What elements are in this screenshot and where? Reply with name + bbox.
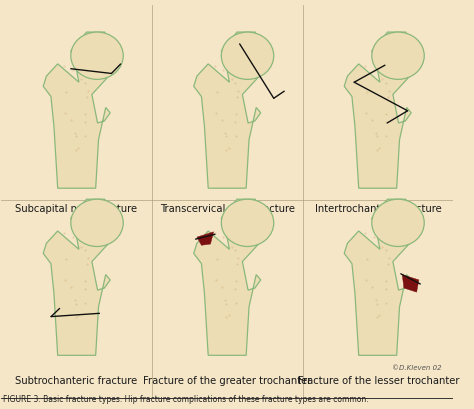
PathPatch shape: [344, 199, 411, 355]
PathPatch shape: [344, 32, 411, 188]
PathPatch shape: [43, 199, 110, 355]
Circle shape: [71, 199, 123, 247]
Polygon shape: [197, 232, 214, 245]
Text: FIGURE 3. Basic fracture types. Hip fracture complications of these fracture typ: FIGURE 3. Basic fracture types. Hip frac…: [3, 395, 369, 404]
Circle shape: [372, 32, 424, 79]
Circle shape: [221, 32, 274, 79]
PathPatch shape: [194, 32, 261, 188]
Text: Fracture of the lesser trochanter: Fracture of the lesser trochanter: [298, 375, 459, 386]
Text: Subcapital neck fracture: Subcapital neck fracture: [15, 204, 137, 214]
Circle shape: [71, 32, 123, 79]
Circle shape: [221, 199, 274, 247]
Text: Transcervical neck fracture: Transcervical neck fracture: [160, 204, 295, 214]
PathPatch shape: [43, 32, 110, 188]
PathPatch shape: [194, 199, 261, 355]
Text: Fracture of the greater trochanter: Fracture of the greater trochanter: [143, 375, 311, 386]
Polygon shape: [402, 274, 419, 292]
Text: Intertrochanteric fracture: Intertrochanteric fracture: [315, 204, 442, 214]
Text: Subtrochanteric fracture: Subtrochanteric fracture: [15, 375, 137, 386]
Circle shape: [372, 199, 424, 247]
Text: ©D.Kleven 02: ©D.Kleven 02: [392, 364, 442, 371]
